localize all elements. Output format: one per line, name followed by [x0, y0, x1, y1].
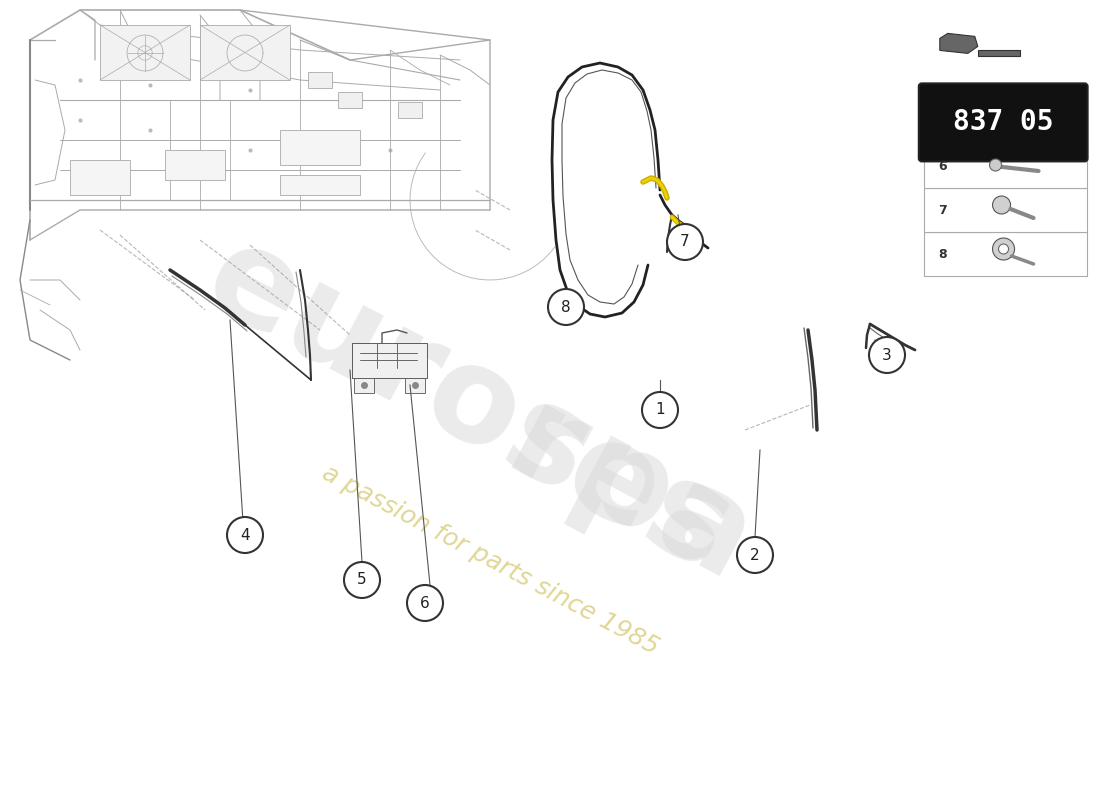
Text: 6: 6	[420, 595, 430, 610]
Text: res: res	[487, 379, 752, 601]
Bar	[924, 232, 1087, 276]
Bar	[924, 188, 1087, 232]
Polygon shape	[200, 25, 290, 80]
Circle shape	[737, 537, 773, 573]
Text: 5: 5	[358, 573, 366, 587]
Polygon shape	[100, 25, 190, 80]
FancyBboxPatch shape	[918, 83, 1088, 162]
Polygon shape	[308, 72, 332, 88]
Circle shape	[999, 244, 1009, 254]
Circle shape	[667, 224, 703, 260]
Polygon shape	[354, 378, 374, 393]
Text: 4: 4	[240, 527, 250, 542]
Text: 7: 7	[938, 203, 947, 217]
Circle shape	[869, 337, 905, 373]
Polygon shape	[280, 130, 360, 165]
Circle shape	[990, 159, 1001, 171]
Polygon shape	[70, 160, 130, 195]
Polygon shape	[978, 50, 1020, 56]
Polygon shape	[165, 150, 226, 180]
Polygon shape	[939, 34, 978, 54]
Polygon shape	[338, 92, 362, 108]
Text: 2: 2	[750, 547, 760, 562]
Circle shape	[227, 517, 263, 553]
Text: 8: 8	[561, 299, 571, 314]
Polygon shape	[398, 102, 422, 118]
Polygon shape	[280, 175, 360, 195]
Text: a passion for parts since 1985: a passion for parts since 1985	[318, 461, 662, 659]
Circle shape	[642, 392, 678, 428]
Text: 837 05: 837 05	[953, 108, 1054, 136]
Circle shape	[344, 562, 380, 598]
Bar	[924, 144, 1087, 188]
Text: 3: 3	[882, 347, 892, 362]
Text: 7: 7	[680, 234, 690, 250]
Text: 1: 1	[656, 402, 664, 418]
Polygon shape	[352, 343, 427, 378]
Circle shape	[992, 196, 1011, 214]
Circle shape	[407, 585, 443, 621]
Circle shape	[992, 238, 1014, 260]
Circle shape	[548, 289, 584, 325]
Text: 8: 8	[938, 247, 947, 261]
Polygon shape	[405, 378, 425, 393]
Text: 6: 6	[938, 159, 947, 173]
Text: eurospa: eurospa	[185, 213, 776, 607]
